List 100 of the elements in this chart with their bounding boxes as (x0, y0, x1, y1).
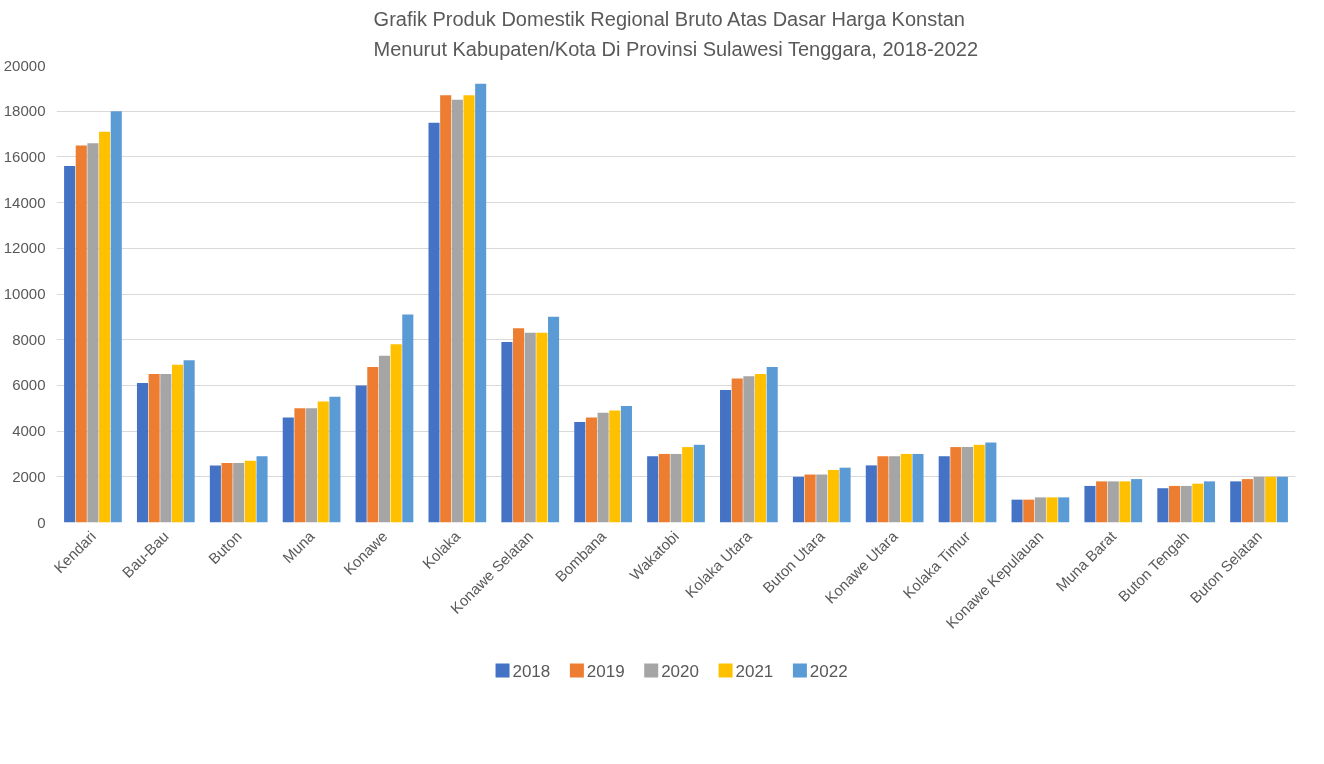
bar (889, 456, 901, 523)
bar (390, 344, 402, 523)
bar (1131, 479, 1143, 523)
bar (282, 417, 294, 523)
bar (428, 122, 440, 523)
bar (256, 456, 268, 523)
bar (670, 453, 682, 523)
bar (1107, 481, 1119, 523)
bar (233, 463, 245, 523)
bar (950, 447, 962, 523)
bar (75, 145, 87, 523)
y-tick-label: 16000 (3, 147, 46, 165)
bar (1119, 481, 1131, 523)
y-tick-label: 4000 (12, 422, 46, 440)
bar (743, 376, 755, 523)
bar (355, 385, 367, 523)
bar (1034, 497, 1046, 523)
bar (294, 408, 306, 523)
bar (367, 367, 379, 523)
bar (1046, 497, 1058, 523)
bar (961, 447, 974, 523)
bar (1157, 488, 1169, 523)
bar (183, 360, 195, 523)
bar (1084, 485, 1096, 523)
bar (440, 95, 452, 523)
bar (524, 332, 536, 523)
bar (1192, 483, 1204, 523)
bar (1230, 481, 1242, 523)
legend-label: 2018 (512, 661, 551, 681)
y-tick-label: 6000 (12, 376, 46, 394)
bar (938, 456, 950, 523)
bar (110, 111, 122, 523)
bar (378, 355, 391, 523)
bar (900, 453, 912, 523)
bar (1023, 499, 1035, 523)
y-tick-label: 8000 (12, 330, 46, 348)
bar (171, 364, 184, 523)
bar (244, 460, 256, 523)
legend-label: 2020 (661, 661, 699, 681)
bar (221, 463, 233, 523)
bar (87, 143, 99, 523)
bar (574, 421, 586, 523)
bar (1265, 476, 1277, 523)
bar (755, 373, 767, 523)
bar (136, 383, 149, 523)
bar (792, 476, 804, 523)
bar (1253, 476, 1265, 523)
y-tick-label: 10000 (3, 285, 46, 302)
legend-label: 2021 (735, 661, 774, 681)
bar (501, 341, 513, 523)
y-tick-label: 18000 (3, 102, 46, 120)
bar (317, 401, 329, 523)
legend-label: 2022 (809, 661, 848, 681)
bar (1276, 476, 1288, 523)
y-tick-label: 0 (37, 513, 46, 531)
bar (329, 396, 341, 523)
bar (585, 417, 597, 523)
bar (693, 444, 705, 523)
bar (1011, 499, 1023, 523)
bar (658, 453, 670, 523)
bar (647, 456, 659, 523)
bar (160, 373, 172, 523)
bar (816, 474, 828, 523)
bar (766, 367, 778, 523)
bar (865, 465, 877, 523)
bar (209, 465, 221, 523)
bar (1058, 497, 1070, 523)
legend-label: 2019 (586, 661, 625, 681)
bar (827, 469, 839, 523)
bar (682, 447, 694, 523)
bar (985, 442, 997, 523)
bar (463, 95, 475, 523)
bar (609, 410, 621, 523)
bar (1168, 485, 1181, 523)
bar (1241, 479, 1253, 523)
y-tick-label: 12000 (3, 239, 46, 257)
y-tick-label: 2000 (12, 467, 46, 485)
bar (912, 453, 924, 523)
bar (1203, 481, 1216, 523)
bar (306, 408, 318, 523)
bar (536, 332, 548, 523)
bar (402, 314, 414, 523)
bar (597, 412, 609, 523)
bar (620, 405, 632, 523)
bar (804, 474, 816, 523)
bar (839, 467, 851, 523)
bar (451, 99, 463, 523)
chart-title: Grafik Produk Domestik Regional Bruto Atas Dasar Harga Konstan Menurut Kabupaten/Kota Di Provinsi Sulawesi Tenggara, 2018-2022 (373, 7, 979, 61)
y-tick-label: 14000 (3, 193, 46, 211)
bar (731, 378, 743, 523)
bar (1096, 481, 1108, 523)
bar (720, 389, 732, 523)
bar (99, 131, 111, 523)
bar (548, 316, 560, 523)
y-tick-label: 20000 (3, 56, 46, 74)
bar (64, 166, 76, 523)
bar (1180, 485, 1192, 523)
bar (148, 373, 160, 523)
bar (877, 456, 889, 523)
bar (973, 444, 985, 523)
